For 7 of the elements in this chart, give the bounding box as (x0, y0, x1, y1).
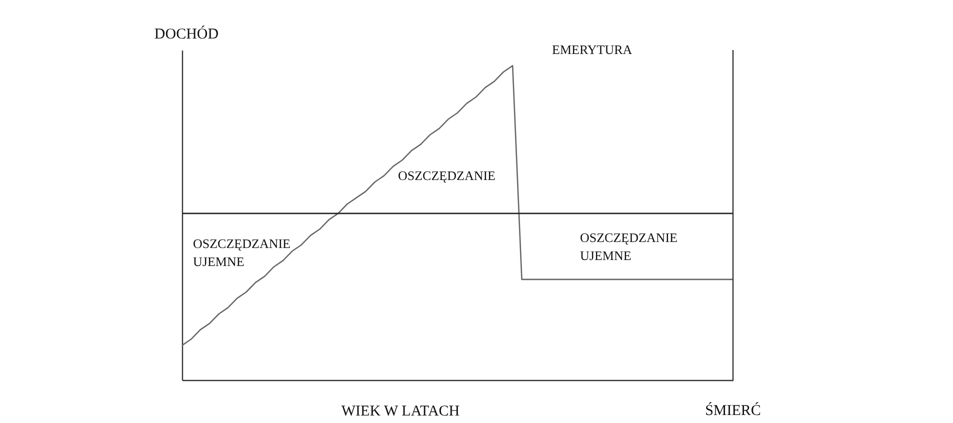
x-axis-title: WIEK W LATACH (341, 404, 460, 420)
y-axis-title: DOCHÓD (154, 26, 219, 42)
text: EMERYTURA (552, 42, 633, 57)
annotation: OSZCZĘDZANIE (398, 168, 496, 183)
text: ŚMIERĆ (705, 402, 761, 419)
annotation: OSZCZĘDZANIE UJEMNE (193, 236, 291, 269)
annotation: OSZCZĘDZANIE UJEMNE (580, 230, 678, 263)
